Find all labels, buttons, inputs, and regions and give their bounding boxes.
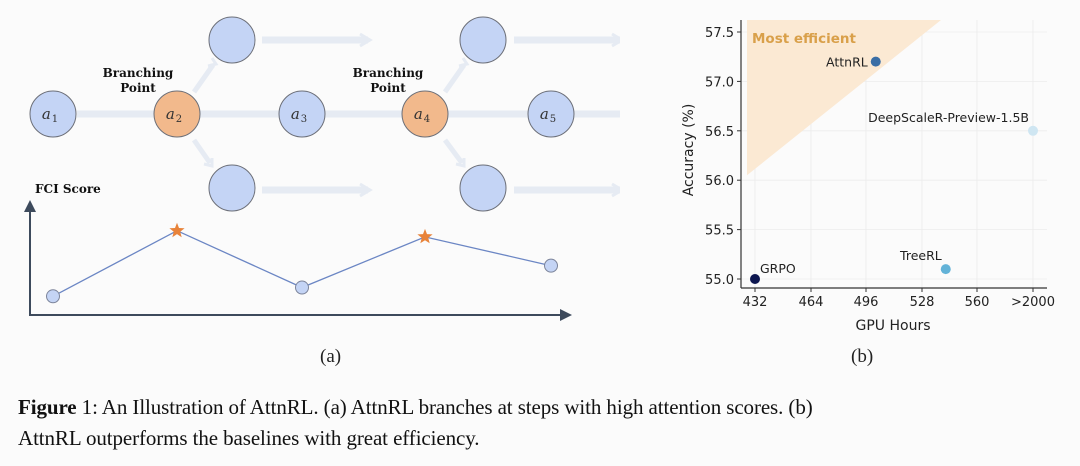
sublabel-a: (a) — [320, 346, 341, 368]
x-tick-label: 432 — [743, 295, 768, 310]
point-attnrl — [871, 57, 881, 67]
point-label-grpo: GRPO — [760, 261, 796, 276]
y-tick-label: 55.5 — [705, 224, 734, 239]
most-efficient-annotation: Most efficient — [752, 31, 857, 47]
y-tick-label: 56.0 — [705, 174, 734, 189]
fci-point-marker — [47, 290, 60, 303]
node-subscript: 5 — [550, 114, 556, 125]
caption-line-2: AttnRL outperforms the baselines with gr… — [18, 423, 1068, 454]
node-subscript: 2 — [176, 114, 182, 125]
figure-b-chart: Most efficient 55.055.556.056.557.057.5 … — [660, 0, 1080, 340]
point-label-deepscaler-preview-1-5b: DeepScaleR-Preview-1.5B — [868, 110, 1029, 125]
point-treerl — [941, 264, 951, 274]
x-tick-label: 528 — [910, 295, 935, 310]
point-grpo — [750, 274, 760, 284]
x-tick-label: 496 — [854, 295, 879, 310]
x-tick-label: >2000 — [1011, 295, 1055, 310]
figure-a-diagram: a1 a2 a3 a4 a5 Branching Point Branching Poi… — [0, 0, 620, 340]
branching-label-2-line2: Point — [370, 81, 406, 95]
figure-caption: Figure 1: An Illustration of AttnRL. (a)… — [18, 392, 1068, 454]
fci-point-marker — [545, 259, 558, 272]
node-subscript: 3 — [301, 114, 307, 125]
arrow-a4-up — [445, 65, 464, 92]
point-deepscaler-preview-1-5b — [1028, 126, 1038, 136]
branching-label-1-line1: Branching — [103, 66, 174, 80]
branch-node-a4-bottom — [460, 165, 506, 211]
branching-label-2-line1: Branching — [353, 66, 424, 80]
arrow-a2-up — [194, 65, 213, 92]
y-tick-label: 56.5 — [705, 125, 734, 140]
arrow-a2-down — [194, 140, 210, 163]
x-tick-label: 464 — [799, 295, 824, 310]
y-tick-label: 55.0 — [705, 273, 734, 288]
caption-figure-number: 1 — [82, 395, 92, 419]
point-label-attnrl: AttnRL — [826, 55, 868, 70]
node-subscript: 4 — [424, 114, 430, 125]
y-tick-label: 57.0 — [705, 75, 734, 90]
branch-node-a2-bottom — [209, 165, 255, 211]
fci-star-marker — [417, 229, 432, 243]
arrowhead-5 — [208, 58, 216, 66]
branch-node-a2-top — [209, 17, 255, 63]
arrowhead-7 — [459, 58, 467, 66]
branching-label-1-line2: Point — [120, 81, 156, 95]
y-axis-label: Accuracy (%) — [681, 104, 697, 197]
caption-figure-label: Figure — [18, 395, 77, 419]
caption-text-1: : An Illustration of AttnRL. (a) AttnRL … — [92, 395, 813, 419]
sublabel-b: (b) — [851, 346, 873, 368]
fci-point-marker — [296, 281, 309, 294]
fci-star-marker — [169, 223, 184, 238]
point-label-treerl: TreeRL — [899, 248, 942, 263]
caption-line-1: Figure 1: An Illustration of AttnRL. (a)… — [18, 392, 1068, 423]
y-tick-label: 57.5 — [705, 26, 734, 41]
x-axis-label: GPU Hours — [855, 318, 930, 334]
branch-node-a4-top — [460, 17, 506, 63]
x-tick-label: 560 — [965, 295, 990, 310]
fci-axis-label: FCI Score — [35, 182, 101, 196]
arrow-a4-down — [445, 140, 462, 163]
node-subscript: 1 — [52, 114, 58, 125]
